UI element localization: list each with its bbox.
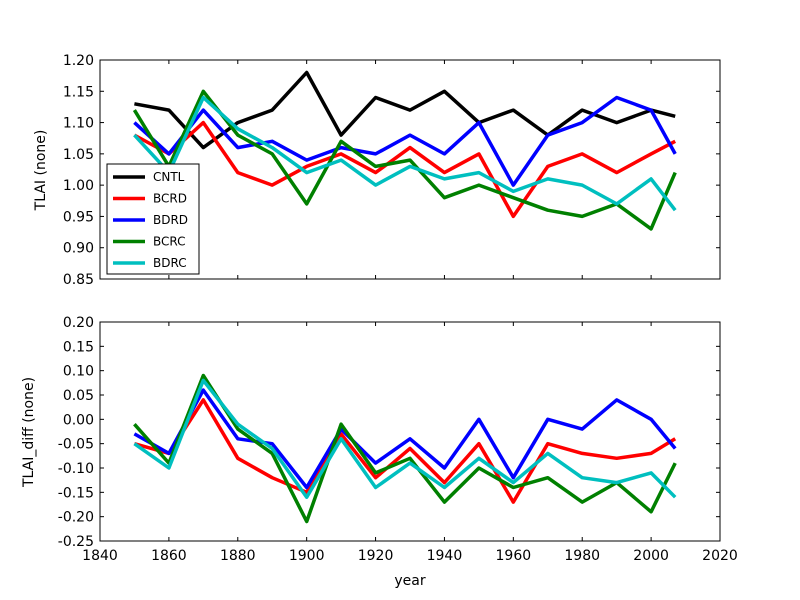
x-tick-label: 2020 — [702, 548, 738, 564]
x-tick-label: 1880 — [220, 548, 256, 564]
legend-label-bcrd: BCRD — [153, 192, 187, 206]
x-tick-label: 1840 — [82, 548, 118, 564]
y-tick-label: 0.20 — [63, 315, 94, 331]
x-tick-label: 1980 — [564, 548, 600, 564]
legend-label-bdrd: BDRD — [153, 213, 188, 227]
series-line-bcrd — [133, 120, 677, 219]
y-tick-label: 1.05 — [63, 147, 94, 163]
x-axis-label: year — [394, 573, 425, 589]
bottom-plot-frame — [99, 321, 721, 542]
x-tick-label: 2000 — [633, 548, 669, 564]
x-tick-label: 1960 — [496, 548, 532, 564]
y-tick-label: 1.00 — [63, 178, 94, 194]
series-line-bdrd — [133, 388, 677, 490]
legend-label-bcrc: BCRC — [153, 235, 186, 249]
y-tick-label: 1.20 — [63, 53, 94, 69]
top-panel-tlai: 0.85 0.90 0.95 1.00 1.05 1.10 1.15 1.20 TLAI (n… — [33, 53, 721, 288]
legend-label-bdrc: BDRC — [153, 256, 187, 270]
series-line-bdrd — [133, 95, 677, 187]
x-tick-label: 1940 — [427, 548, 463, 564]
series-line-bdrc — [133, 378, 677, 499]
bottom-y-axis-label: TLAI_diff (none) — [21, 377, 37, 488]
legend-label-cntl: CNTL — [153, 170, 185, 184]
y-tick-label: 0.00 — [63, 412, 94, 428]
top-plot-frame — [99, 59, 721, 280]
y-tick-label: 1.15 — [63, 84, 94, 100]
y-tick-label: 0.85 — [63, 272, 94, 288]
legend: CNTL BCRD BDRD BCRC BDRC — [106, 163, 200, 275]
y-tick-label: 0.95 — [63, 209, 94, 225]
y-tick-label: 0.05 — [63, 388, 94, 404]
y-tick-label: 1.10 — [63, 116, 94, 132]
y-tick-label: -0.20 — [58, 510, 94, 526]
y-tick-label: -0.10 — [58, 461, 94, 477]
series-line-bcrd — [133, 398, 677, 504]
top-y-axis-label: TLAI (none) — [33, 130, 49, 212]
y-tick-label: -0.05 — [58, 437, 94, 453]
y-tick-label: 0.90 — [63, 241, 94, 257]
bottom-panel-tlai-diff: -0.25 -0.20 -0.15 -0.10 -0.05 0.00 0.05 0.10 0.1… — [21, 315, 738, 589]
y-tick-label: -0.25 — [58, 534, 94, 550]
x-tick-label: 1860 — [151, 548, 187, 564]
series-line-bdrc — [133, 95, 677, 212]
y-tick-label: -0.15 — [58, 485, 94, 501]
x-tick-label: 1900 — [289, 548, 325, 564]
y-tick-label: 0.10 — [63, 364, 94, 380]
y-tick-label: 0.15 — [63, 339, 94, 355]
x-tick-label: 1920 — [358, 548, 394, 564]
